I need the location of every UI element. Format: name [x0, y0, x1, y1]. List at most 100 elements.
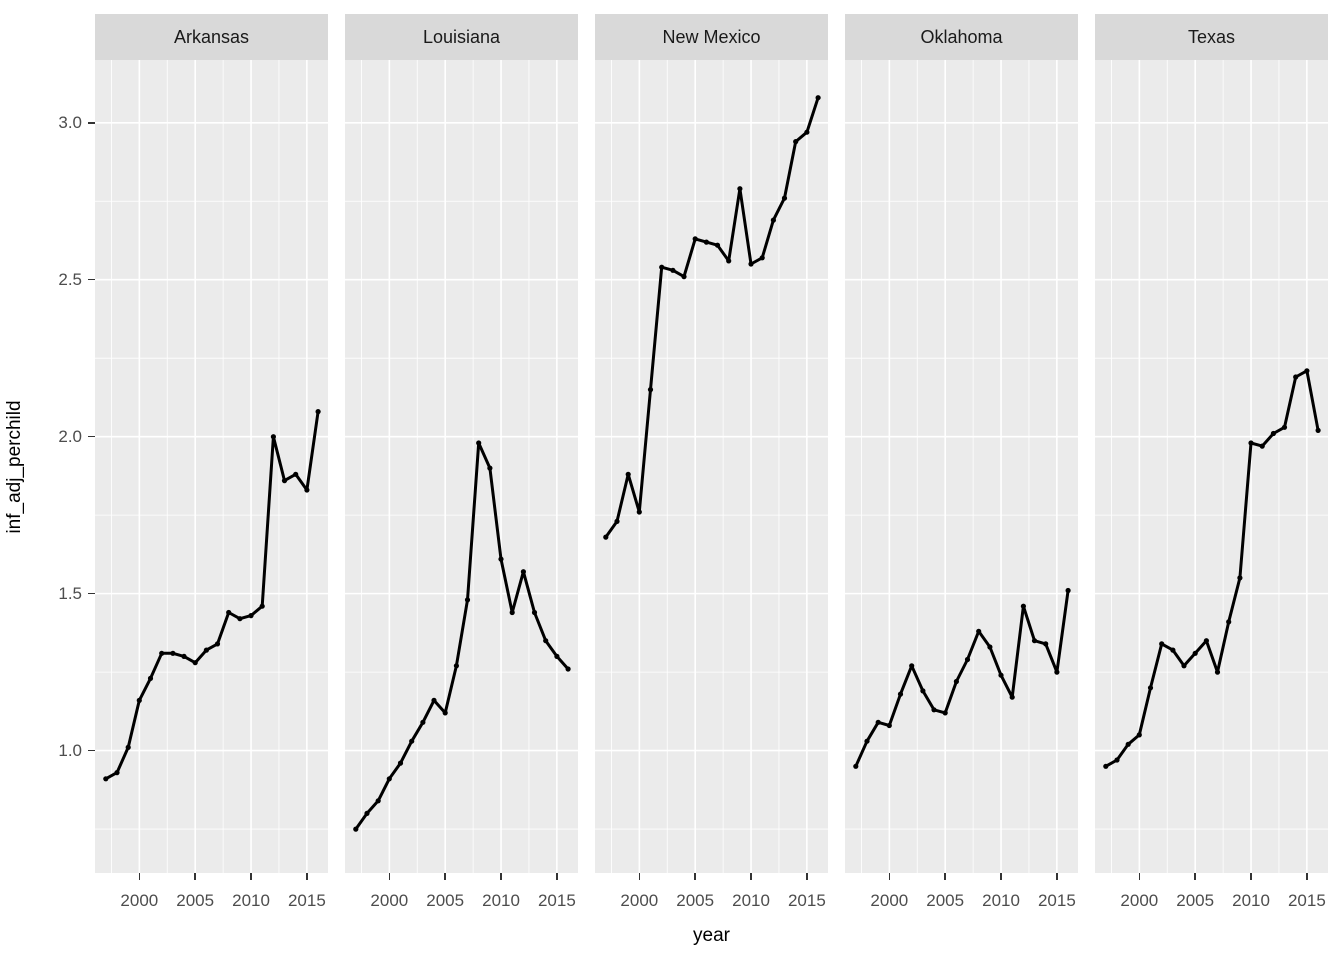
y-axis-title: inf_adj_perchild [4, 400, 25, 534]
data-point [375, 798, 381, 804]
data-point [1136, 732, 1142, 738]
x-tick-mark [1306, 873, 1308, 880]
data-point [203, 647, 209, 653]
x-tick-mark [806, 873, 808, 880]
data-point [864, 738, 870, 744]
plot-area-louisiana [345, 60, 578, 873]
data-point [659, 264, 665, 270]
data-point [670, 267, 676, 273]
data-point [909, 663, 915, 669]
facet-strip-label: Oklahoma [920, 26, 1003, 47]
y-tick-mark [87, 278, 95, 281]
x-tick-mark [388, 873, 391, 880]
data-point [770, 217, 776, 223]
y-tick-mark [87, 592, 95, 595]
data-point [409, 738, 415, 744]
y-tick-mark [87, 749, 95, 752]
data-point [293, 471, 299, 477]
x-tick-label: 2000 [870, 891, 909, 910]
data-point [509, 609, 515, 616]
x-tick-label: 2010 [482, 891, 520, 910]
line-series [354, 441, 570, 831]
y-tick-label: 3.0 [58, 112, 82, 132]
data-point [603, 534, 609, 540]
data-point [353, 826, 359, 832]
line-series [104, 410, 320, 781]
data-point [737, 186, 743, 192]
data-point [692, 236, 698, 242]
data-point [748, 261, 754, 267]
data-point [1203, 638, 1209, 644]
x-tick-mark [944, 873, 946, 880]
data-point [1159, 641, 1165, 647]
data-point [214, 641, 221, 647]
data-point [1181, 663, 1187, 669]
y-tick-mark [87, 435, 95, 438]
x-tick-mark [250, 873, 252, 880]
data-point [920, 688, 926, 694]
x-tick-mark [500, 873, 502, 880]
data-point [953, 678, 959, 685]
data-point [853, 763, 859, 769]
data-point [1043, 641, 1049, 647]
plot-area-oklahoma [845, 60, 1078, 873]
data-point [976, 628, 982, 634]
data-point [1103, 763, 1109, 769]
data-point [1248, 440, 1254, 446]
data-point [804, 129, 810, 135]
data-point [1125, 741, 1131, 747]
x-tick-label: 2000 [120, 891, 159, 910]
data-point [897, 691, 904, 697]
data-point [476, 440, 482, 446]
x-tick-label: 2005 [426, 891, 465, 910]
facet-strip-label: Texas [1187, 26, 1236, 47]
line-series [604, 96, 820, 539]
y-tick-label: 1.5 [58, 583, 82, 603]
data-point [815, 95, 821, 101]
facet-strip-label: Louisiana [422, 26, 501, 47]
data-point [681, 274, 687, 280]
data-point [487, 465, 493, 471]
data-point [565, 666, 571, 672]
data-point [281, 478, 288, 484]
facet-strip: Louisiana [345, 14, 578, 60]
data-point [1259, 443, 1265, 449]
panel-background [345, 60, 578, 873]
x-tick-label: 2005 [176, 891, 215, 910]
facet-strip-label: Arkansas [173, 26, 250, 47]
x-tick-mark [556, 873, 558, 880]
x-tick-mark [638, 873, 641, 880]
x-tick-label: 2000 [1120, 891, 1159, 910]
data-point [442, 710, 448, 716]
x-tick-mark [444, 873, 446, 880]
data-point [1304, 368, 1310, 374]
data-point [759, 255, 765, 261]
data-point [1315, 427, 1321, 433]
x-tick-mark [750, 873, 752, 880]
data-point [703, 239, 709, 245]
x-tick-label: 2010 [732, 891, 770, 910]
data-point [136, 697, 142, 704]
data-point [103, 776, 109, 782]
data-point [1065, 587, 1071, 594]
data-point [315, 409, 321, 415]
data-point [464, 597, 471, 603]
data-point [531, 609, 538, 616]
data-point [875, 719, 881, 725]
data-point [1054, 669, 1060, 675]
data-point [1031, 638, 1038, 644]
panel-background [1095, 60, 1328, 873]
data-point [147, 675, 154, 682]
data-point [364, 810, 370, 817]
y-tick-label: 2.5 [58, 269, 82, 289]
data-point [159, 650, 165, 656]
y-tick-mark [87, 122, 95, 124]
data-point [248, 613, 254, 619]
x-tick-label: 2000 [620, 891, 659, 910]
data-point [793, 139, 799, 145]
data-point [964, 656, 971, 663]
data-point [987, 644, 993, 650]
data-point [886, 722, 892, 729]
x-tick-label: 2005 [676, 891, 715, 910]
x-axis-title: year [693, 925, 730, 946]
